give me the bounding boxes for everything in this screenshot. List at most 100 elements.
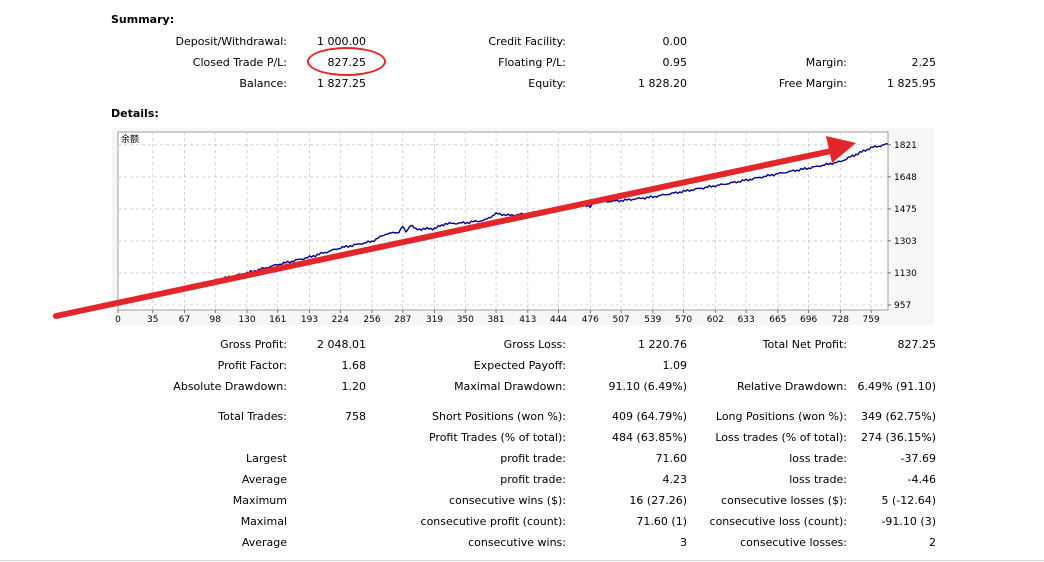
- x-tick-label: 0: [115, 315, 121, 325]
- absolute-drawdown-value: 1.20: [341, 380, 367, 393]
- profit-factor-value: 1.68: [341, 359, 367, 372]
- summary-heading: Summary:: [111, 13, 175, 26]
- maximal-consecutive-loss-label: consecutive loss (count):: [709, 515, 847, 528]
- relative-drawdown-label: Relative Drawdown:: [737, 380, 847, 393]
- x-tick-label: 256: [363, 315, 380, 325]
- free-margin-label: Free Margin:: [778, 77, 847, 90]
- x-tick-label: 665: [769, 315, 786, 325]
- average-label: Average: [241, 473, 287, 486]
- total-trades-label: Total Trades:: [218, 410, 287, 423]
- credit-label: Credit Facility:: [488, 35, 566, 48]
- short-positions-value: 409 (64.79%): [611, 410, 687, 423]
- maximal-consecutive-profit-label: consecutive profit (count):: [420, 515, 566, 528]
- x-tick-label: 728: [832, 315, 849, 325]
- largest-profit-value: 71.60: [655, 452, 688, 465]
- long-positions-value: 349 (62.75%): [860, 410, 936, 423]
- maximal-drawdown-label: Maximal Drawdown:: [454, 380, 566, 393]
- x-tick-label: 67: [179, 315, 190, 325]
- loss-trades-label: Loss trades (% of total):: [715, 431, 847, 444]
- bottom-divider: [0, 560, 1044, 561]
- gross-profit-value: 2 048.01: [317, 338, 366, 351]
- maximal-drawdown-value: 91.10 (6.49%): [608, 380, 687, 393]
- x-tick-label: 507: [612, 315, 629, 325]
- max-consecutive-losses-value: 5 (-12.64): [881, 494, 936, 507]
- balance-value: 1 827.25: [317, 77, 366, 90]
- x-tick-label: 287: [394, 315, 411, 325]
- maximal-consecutive-profit-value: 71.60 (1): [636, 515, 687, 528]
- maximal-consecutive-loss-value: -91.10 (3): [881, 515, 936, 528]
- closed-trade-label: Closed Trade P/L:: [192, 56, 287, 69]
- x-tick-label: 413: [519, 315, 536, 325]
- x-tick-label: 319: [426, 315, 443, 325]
- average-consecutive-losses-value: 2: [929, 536, 936, 549]
- total-net-label: Total Net Profit:: [762, 338, 847, 351]
- x-tick-label: 570: [675, 315, 692, 325]
- maximal-label: Maximal: [240, 515, 287, 528]
- expected-payoff-label: Expected Payoff:: [473, 359, 566, 372]
- x-tick-label: 539: [644, 315, 661, 325]
- relative-drawdown-value: 6.49% (91.10): [857, 380, 936, 393]
- largest-label: Largest: [246, 452, 287, 465]
- x-tick-label: 224: [332, 315, 349, 325]
- x-tick-label: 759: [863, 315, 880, 325]
- trend-arrow: [53, 147, 839, 319]
- average-profit-label: profit trade:: [500, 473, 566, 486]
- average-consecutive-wins-value: 3: [680, 536, 687, 549]
- x-tick-label: 633: [738, 315, 755, 325]
- average-profit-value: 4.23: [662, 473, 688, 486]
- profit-trades-value: 484 (63.85%): [611, 431, 687, 444]
- absolute-drawdown-label: Absolute Drawdown:: [173, 380, 287, 393]
- gross-profit-label: Gross Profit:: [220, 338, 287, 351]
- x-tick-label: 193: [301, 315, 318, 325]
- x-tick-label: 161: [269, 315, 286, 325]
- y-tick-label: 1475: [894, 205, 917, 215]
- floating-label: Floating P/L:: [498, 56, 566, 69]
- maximum-label: Maximum: [232, 494, 287, 507]
- x-tick-label: 476: [582, 315, 599, 325]
- average-loss-label: loss trade:: [789, 473, 847, 486]
- x-tick-label: 696: [800, 315, 817, 325]
- x-tick-label: 602: [707, 315, 724, 325]
- chart-corner-label: 余额: [121, 133, 139, 145]
- largest-loss-label: loss trade:: [789, 452, 847, 465]
- x-tick-label: 381: [487, 315, 504, 325]
- average-loss-value: -4.46: [907, 473, 936, 486]
- margin-value: 2.25: [911, 56, 937, 69]
- y-tick-label: 1130: [894, 269, 917, 279]
- x-tick-label: 444: [550, 315, 567, 325]
- y-tick-label: 957: [894, 301, 911, 311]
- expected-payoff-value: 1.09: [662, 359, 688, 372]
- margin-label: Margin:: [805, 56, 847, 69]
- loss-trades-value: 274 (36.15%): [860, 431, 936, 444]
- largest-profit-label: profit trade:: [500, 452, 566, 465]
- deposit-label: Deposit/Withdrawal:: [175, 35, 287, 48]
- average-consecutive-wins-label: consecutive wins:: [468, 536, 566, 549]
- max-consecutive-wins-label: consecutive wins ($):: [449, 494, 566, 507]
- average2-label: Average: [241, 536, 287, 549]
- long-positions-label: Long Positions (won %):: [715, 410, 847, 423]
- short-positions-label: Short Positions (won %):: [431, 410, 566, 423]
- max-consecutive-wins-value: 16 (27.26): [629, 494, 687, 507]
- profit-trades-label: Profit Trades (% of total):: [428, 431, 566, 444]
- details-heading: Details:: [111, 107, 159, 120]
- y-tick-label: 1303: [894, 237, 917, 247]
- balance-label: Balance:: [239, 77, 287, 90]
- x-tick-label: 350: [457, 315, 474, 325]
- highlight-oval: [307, 47, 386, 76]
- deposit-value: 1 000.00: [317, 35, 366, 48]
- floating-value: 0.95: [662, 56, 688, 69]
- trend-arrow-head: [826, 136, 856, 163]
- equity-value: 1 828.20: [638, 77, 687, 90]
- total-net-value: 827.25: [897, 338, 937, 351]
- free-margin-value: 1 825.95: [887, 77, 936, 90]
- gross-loss-label: Gross Loss:: [503, 338, 566, 351]
- y-tick-label: 1821: [894, 141, 917, 151]
- x-tick-label: 35: [147, 315, 158, 325]
- gross-loss-value: 1 220.76: [638, 338, 687, 351]
- average-consecutive-losses-label: consecutive losses:: [740, 536, 847, 549]
- largest-loss-value: -37.69: [900, 452, 936, 465]
- credit-value: 0.00: [662, 35, 688, 48]
- max-consecutive-losses-label: consecutive losses ($):: [721, 494, 847, 507]
- y-tick-label: 1648: [894, 173, 917, 183]
